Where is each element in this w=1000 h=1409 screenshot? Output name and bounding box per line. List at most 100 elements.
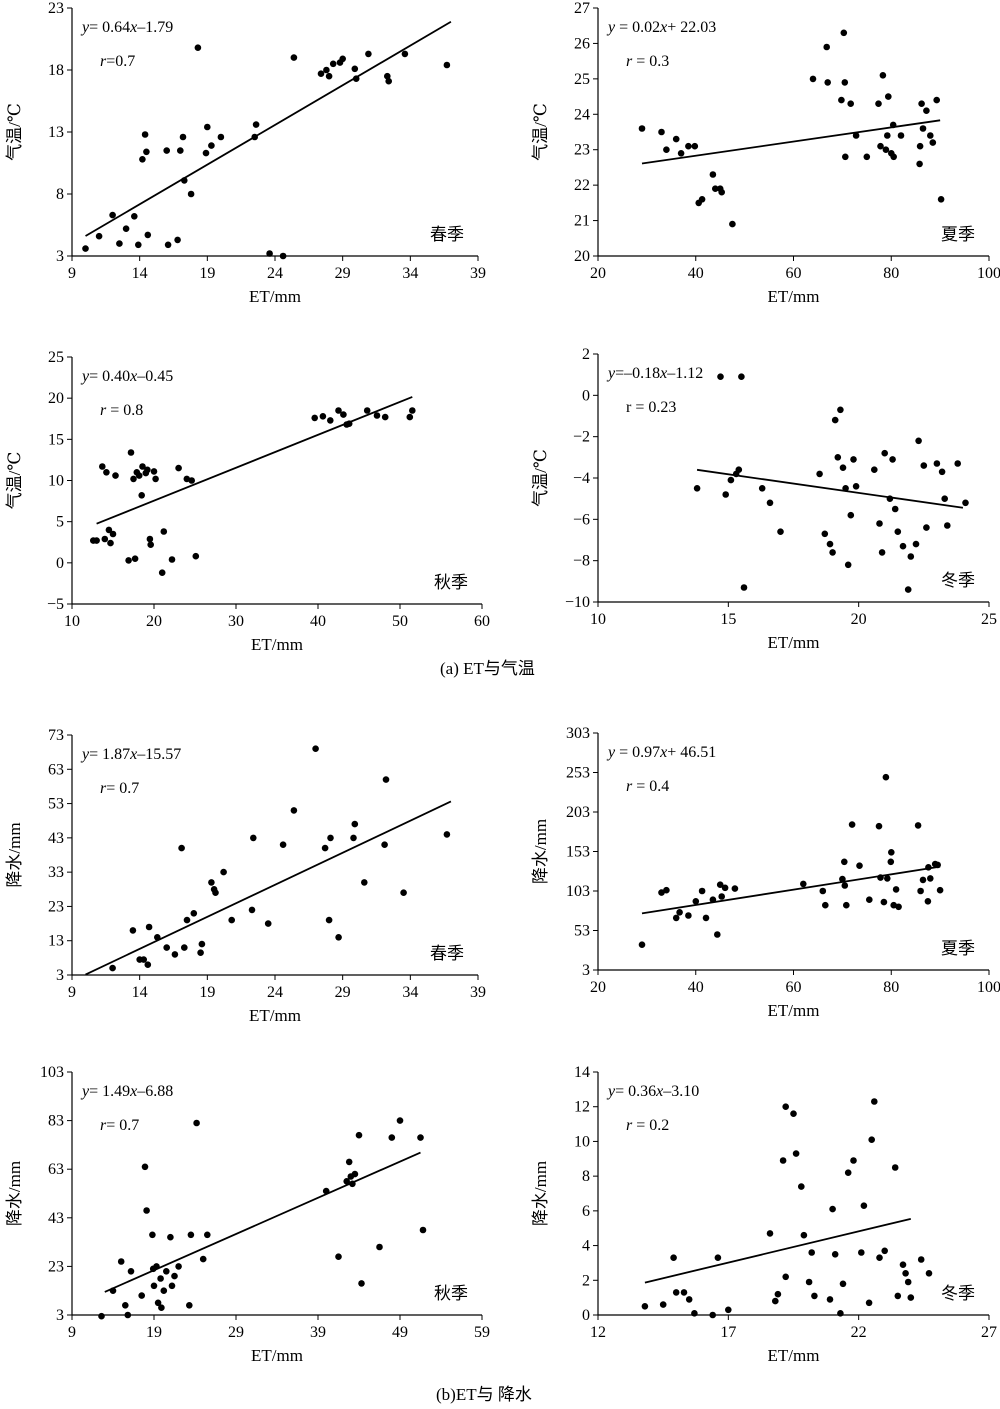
data-point — [837, 406, 844, 414]
data-point — [376, 1243, 383, 1251]
data-point — [725, 1306, 732, 1314]
y-tick-label: 0 — [56, 555, 64, 572]
data-point — [894, 528, 902, 535]
data-point — [841, 79, 849, 86]
data-point — [904, 586, 912, 593]
data-point — [322, 1187, 330, 1195]
data-point — [131, 213, 138, 220]
data-point — [782, 1103, 789, 1110]
data-point — [199, 1255, 207, 1263]
data-point — [852, 132, 860, 139]
season-label: 秋季 — [434, 1284, 468, 1303]
data-point — [860, 1202, 868, 1209]
y-tick-label: 2 — [582, 346, 590, 363]
data-point — [228, 916, 235, 924]
data-point — [138, 1292, 145, 1299]
data-point — [834, 454, 842, 461]
data-point — [384, 72, 391, 80]
data-point — [317, 70, 325, 77]
y-tick-label: 3 — [56, 967, 64, 984]
data-point — [698, 887, 706, 895]
y-tick-label: 13 — [48, 124, 64, 141]
data-point — [779, 1157, 787, 1164]
y-tick-label: 33 — [48, 864, 64, 881]
data-point — [880, 898, 888, 906]
y-tick-label: 21 — [574, 213, 590, 230]
data-point — [717, 373, 724, 381]
correlation-label: r = 0.2 — [626, 1117, 669, 1134]
y-tick-label: 20 — [574, 248, 590, 265]
data-point — [709, 1311, 716, 1319]
data-point — [130, 475, 137, 483]
data-point — [345, 1158, 353, 1166]
y-tick-label: 3 — [56, 1307, 64, 1324]
data-point — [712, 185, 719, 192]
data-point — [886, 495, 894, 503]
correlation-label: r= 0.7 — [100, 1117, 139, 1134]
data-point — [638, 941, 646, 948]
data-point — [117, 1258, 125, 1265]
data-point — [152, 475, 159, 483]
correlation-label: r = 0.3 — [626, 53, 669, 70]
data-point — [792, 1150, 800, 1157]
data-point — [871, 1098, 878, 1105]
x-axis-label: ET/mm — [768, 633, 820, 652]
y-tick-label: 23 — [48, 0, 64, 17]
caption-a: (a) ET与气温 — [440, 659, 535, 678]
data-point — [250, 834, 257, 842]
data-point — [933, 460, 941, 467]
data-point — [163, 147, 170, 154]
data-point — [954, 460, 961, 467]
data-point — [122, 225, 130, 232]
data-point — [290, 807, 298, 814]
data-point — [714, 1254, 722, 1261]
x-tick-label: 29 — [228, 1324, 244, 1341]
data-point — [82, 245, 89, 252]
data-point — [868, 1136, 875, 1143]
data-point — [406, 413, 414, 421]
y-tick-label: 203 — [566, 804, 590, 821]
y-tick-label: 53 — [48, 796, 64, 813]
data-point — [837, 1310, 844, 1317]
x-tick-label: 34 — [402, 984, 418, 1001]
data-point — [891, 1164, 899, 1171]
x-tick-label: 100 — [977, 265, 1000, 282]
data-point — [856, 862, 863, 869]
data-point — [158, 569, 166, 576]
data-point — [729, 220, 736, 228]
data-point — [127, 449, 135, 456]
data-point — [858, 1249, 865, 1256]
data-point — [774, 1290, 782, 1298]
chart-panel-5: 9 14 19 24 29 34 39 3 13 23 33 43 53 63 73 ET/mm 降水/mm y=… — [5, 727, 486, 1025]
data-point — [917, 1256, 925, 1263]
data-point — [202, 149, 210, 157]
data-point — [698, 196, 706, 203]
data-point — [208, 142, 215, 149]
data-point — [327, 417, 334, 424]
season-label: 春季 — [430, 944, 464, 963]
trend-line — [96, 396, 413, 525]
data-point — [252, 121, 260, 128]
data-point — [882, 773, 890, 781]
data-point — [809, 75, 817, 83]
data-point — [879, 72, 887, 79]
y-tick-label: 3 — [56, 248, 64, 265]
y-tick-label: 18 — [48, 62, 64, 79]
data-point — [693, 485, 701, 492]
data-point — [329, 60, 337, 68]
data-point — [150, 1282, 158, 1290]
x-tick-label: 10 — [590, 611, 606, 628]
chart-panel-3: 10 20 30 40 50 60 −5 0 5 10 15 20 25 ET/mm 气温/℃ y= 0.40… — [5, 349, 490, 654]
data-point — [680, 1289, 688, 1296]
x-tick-label: 39 — [470, 265, 486, 282]
x-tick-label: 12 — [590, 1324, 606, 1341]
season-label: 冬季 — [941, 1284, 975, 1303]
data-point — [891, 505, 899, 513]
data-point — [672, 914, 680, 922]
y-axis-label: 降水/mm — [5, 1161, 24, 1226]
data-point — [351, 65, 359, 73]
chart-panel-1: 9 14 19 24 29 34 39 3 8 13 18 23 ET/mm 气温/℃ y= 0.64x–1… — [5, 0, 486, 306]
y-tick-label: 63 — [48, 761, 64, 778]
